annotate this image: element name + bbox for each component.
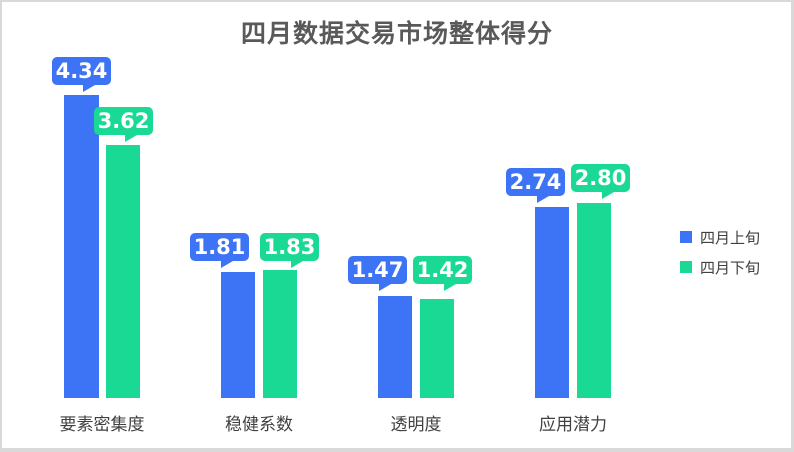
x-axis-label: 应用潜力 bbox=[539, 415, 607, 435]
bar-s1-c1 bbox=[64, 95, 99, 398]
label-tail bbox=[537, 196, 549, 203]
label-tail bbox=[83, 85, 95, 92]
label-tail bbox=[125, 135, 137, 142]
x-axis-label: 要素密集度 bbox=[59, 415, 145, 435]
data-label: 1.83 bbox=[260, 233, 319, 267]
bar-s1-c4 bbox=[535, 207, 569, 398]
bar-s2-c3 bbox=[420, 299, 454, 398]
legend-swatch bbox=[680, 261, 692, 273]
legend-item-late-april[interactable]: 四月下旬 bbox=[680, 252, 760, 282]
data-label: 1.42 bbox=[413, 256, 472, 290]
bar-s2-c4 bbox=[577, 203, 611, 398]
bar-s1-c2 bbox=[221, 272, 255, 398]
label-tail bbox=[602, 192, 614, 199]
bar-s1-c3 bbox=[378, 296, 412, 398]
data-label: 3.62 bbox=[94, 107, 153, 141]
legend: 四月上旬 四月下旬 bbox=[680, 222, 760, 282]
legend-swatch bbox=[680, 231, 692, 243]
legend-item-early-april[interactable]: 四月上旬 bbox=[680, 222, 760, 252]
label-tail bbox=[379, 284, 391, 291]
data-label: 4.34 bbox=[52, 57, 111, 91]
label-tail bbox=[221, 261, 233, 268]
x-axis-label: 稳健系数 bbox=[225, 415, 293, 435]
x-axis-label: 透明度 bbox=[390, 415, 442, 435]
data-label: 2.74 bbox=[506, 168, 565, 202]
legend-label: 四月上旬 bbox=[700, 228, 761, 247]
legend-label: 四月下旬 bbox=[700, 258, 761, 277]
chart-title: 四月数据交易市场整体得分 bbox=[240, 19, 553, 48]
data-label: 1.81 bbox=[190, 233, 249, 267]
label-tail bbox=[291, 261, 303, 268]
bar-s2-c2 bbox=[263, 270, 297, 398]
data-label: 1.47 bbox=[348, 256, 407, 290]
data-label: 2.80 bbox=[571, 164, 630, 198]
label-tail bbox=[444, 284, 456, 291]
bar-s2-c1 bbox=[106, 145, 140, 398]
